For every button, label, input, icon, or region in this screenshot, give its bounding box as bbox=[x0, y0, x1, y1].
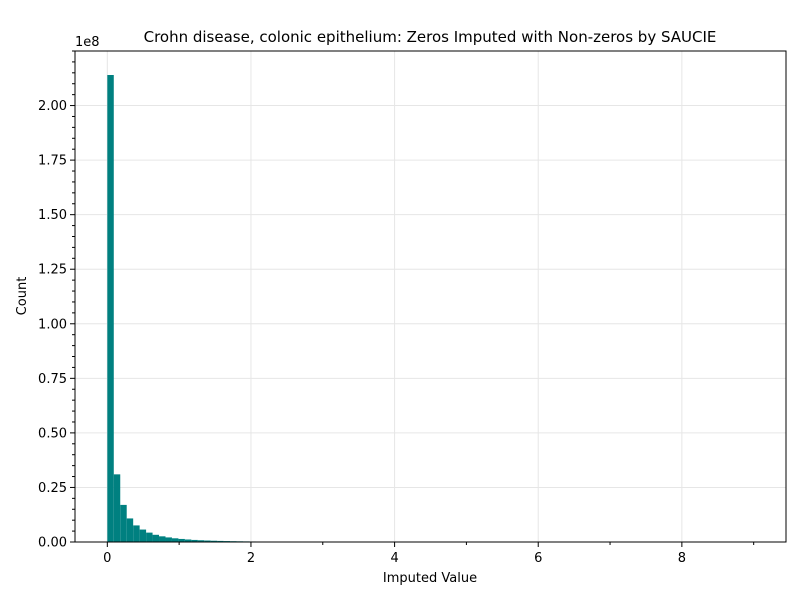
y-axis-label: Count bbox=[15, 277, 30, 316]
y-tick-label: 0.25 bbox=[38, 481, 67, 496]
histogram-bar bbox=[171, 538, 179, 542]
x-tick-label: 4 bbox=[390, 551, 398, 566]
plot-frame bbox=[74, 50, 787, 543]
x-axis-label: Imputed Value bbox=[383, 571, 477, 586]
histogram-bar bbox=[126, 518, 134, 542]
y-axis-ticks: 0.00 0.25 0.50 0.75 1.00 1.25 1.50 1.75 2.00 bbox=[38, 99, 75, 551]
y-tick-label: 1.50 bbox=[38, 208, 67, 223]
x-tick-label: 0 bbox=[103, 551, 111, 566]
histogram-bar bbox=[107, 75, 114, 542]
y-tick-label: 0.75 bbox=[38, 372, 67, 387]
histogram-bar bbox=[178, 538, 185, 542]
y-tick-label: 0.50 bbox=[38, 426, 67, 441]
x-tick-label: 2 bbox=[247, 551, 255, 566]
histogram-bar bbox=[165, 537, 172, 542]
histogram-bar bbox=[113, 474, 121, 542]
y-tick-label: 0.00 bbox=[38, 536, 67, 551]
y-tick-label: 2.00 bbox=[38, 99, 67, 114]
y-tick-label: 1.25 bbox=[38, 263, 67, 278]
histogram-bar bbox=[159, 536, 166, 542]
histogram-bar bbox=[120, 504, 127, 542]
y-tick-label: 1.00 bbox=[38, 317, 67, 332]
x-axis-ticks: 0 2 4 6 8 bbox=[103, 542, 686, 566]
histogram-bar bbox=[184, 539, 192, 542]
histogram-bar bbox=[191, 539, 198, 542]
minor-ticks bbox=[72, 50, 755, 545]
y-tick-label: 1.75 bbox=[38, 154, 67, 169]
x-tick-label: 8 bbox=[678, 551, 686, 566]
y-offset-label: 1e8 bbox=[75, 35, 100, 50]
histogram-bars bbox=[107, 75, 657, 542]
histogram-bar bbox=[204, 540, 211, 542]
histogram-bar bbox=[152, 534, 160, 542]
histogram-bar bbox=[139, 529, 147, 542]
chart-title: Crohn disease, colonic epithelium: Zeros… bbox=[144, 28, 717, 46]
histogram-bar bbox=[210, 540, 218, 542]
histogram-bar bbox=[133, 525, 140, 542]
grid bbox=[75, 51, 786, 543]
histogram-bar bbox=[146, 532, 153, 542]
x-tick-label: 6 bbox=[534, 551, 542, 566]
histogram-bar bbox=[197, 540, 205, 542]
histogram-bar bbox=[217, 540, 224, 542]
